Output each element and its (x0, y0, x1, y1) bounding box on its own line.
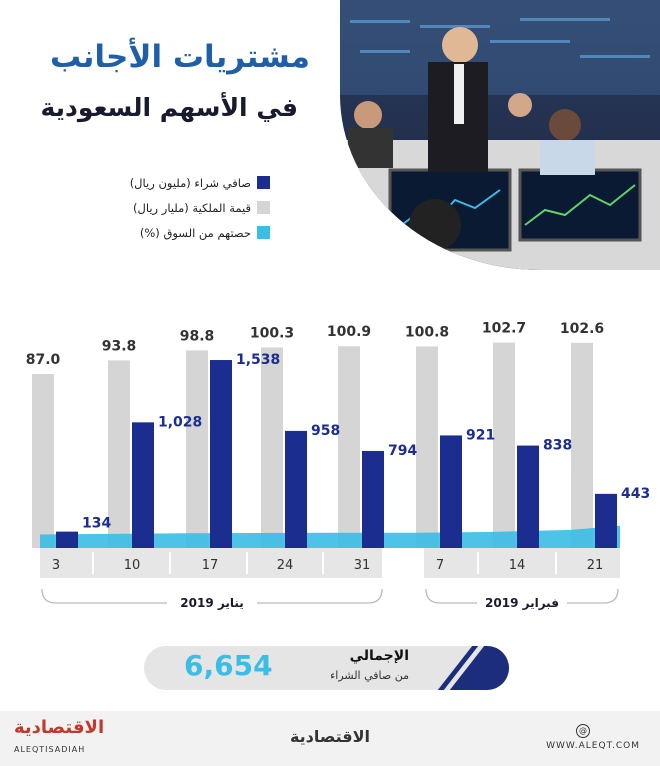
ownership-bar (261, 347, 283, 548)
x-tick-label: 31 (354, 558, 371, 573)
total-value: 6,654 (184, 649, 273, 682)
net-purchase-bar (56, 531, 78, 548)
ownership-value-label: 98.8 (180, 328, 215, 344)
x-tick-label: 17 (202, 558, 219, 573)
brand-logo-center: الاقتصادية (289, 727, 371, 746)
net-purchase-bar (362, 450, 384, 548)
chart-title: مشتريات الأجانب (49, 39, 310, 75)
february-group-bracket-left (425, 588, 477, 604)
net-purchase-value-label: 443 (621, 486, 650, 502)
net-purchase-bar (132, 422, 154, 548)
january-group-bracket-right (257, 588, 383, 604)
legend-label: صافي شراء (مليون ريال) (129, 175, 251, 190)
net-purchase-value-label: 794 (388, 443, 417, 459)
legend-item-market-share: حصتهم من السوق (%) (90, 220, 270, 245)
ownership-bar (108, 360, 130, 548)
legend-label: قيمة الملكية (مليار ريال) (133, 200, 251, 215)
total-sublabel: من صافي الشراء (330, 669, 409, 682)
net-purchase-bar (595, 493, 617, 548)
net-purchase-value-label: 1,538 (236, 352, 280, 368)
ownership-bar (416, 346, 438, 548)
total-box: 6,654 الإجمالي من صافي الشراء (144, 646, 509, 690)
axis-strip-january (40, 548, 382, 578)
ownership-value-label: 87.0 (26, 352, 61, 368)
ownership-value-label: 102.7 (482, 321, 526, 337)
ownership-bar (32, 374, 54, 548)
x-tick-label: 14 (509, 558, 526, 573)
february-group-label: فبراير 2019 (485, 596, 559, 610)
legend-swatch-gray (257, 201, 270, 214)
net-purchase-bar (285, 430, 307, 548)
ownership-value-label: 93.8 (102, 338, 137, 354)
trading-floor-illustration (340, 0, 660, 270)
website-url[interactable]: WWW.ALEQT.COM (546, 741, 640, 751)
legend: صافي شراء (مليون ريال) قيمة الملكية (ملي… (90, 170, 270, 245)
ownership-bar (571, 342, 593, 548)
at-icon: @ (576, 724, 590, 738)
bar-chart: 87.0 93.8 98.8 100.3 100.9 100.8 102.7 102.6 134… (26, 321, 651, 610)
total-label: الإجمالي (349, 648, 409, 664)
ownership-bar (493, 342, 515, 548)
ownership-value-label: 100.3 (250, 325, 294, 341)
footer: الاقتصادية ALEQTISADIAH الاقتصادية @ WWW… (0, 711, 660, 766)
x-tick-label: 3 (52, 558, 60, 573)
ownership-bar (186, 350, 208, 548)
x-tick-label: 21 (587, 558, 604, 573)
january-group-bracket-left (41, 588, 167, 604)
legend-item-net-purchase: صافي شراء (مليون ريال) (90, 170, 270, 195)
x-tick-label: 7 (436, 558, 444, 573)
february-group-bracket-right (567, 588, 619, 604)
net-purchase-value-label: 958 (311, 423, 340, 439)
net-purchase-bar (210, 360, 232, 548)
brand-logo-latin: ALEQTISADIAH (14, 745, 86, 754)
net-purchase-value-label: 838 (543, 438, 572, 454)
axis-strip-february (424, 548, 620, 578)
market-share-area (32, 525, 620, 548)
ownership-value-label: 102.6 (560, 321, 604, 337)
net-purchase-bar (517, 445, 539, 548)
legend-swatch-cyan (257, 226, 270, 239)
net-purchase-value-label: 1,028 (158, 414, 202, 430)
net-purchase-value-label: 921 (466, 427, 495, 443)
x-tick-label: 10 (124, 558, 141, 573)
trading-floor-photo (340, 0, 660, 270)
legend-label: حصتهم من السوق (%) (139, 225, 251, 240)
chart-subtitle: في الأسهم السعودية (40, 93, 298, 122)
legend-swatch-navy (257, 176, 270, 189)
ownership-value-label: 100.8 (405, 324, 449, 340)
ownership-bar (338, 346, 360, 548)
january-group-label: يناير 2019 (180, 596, 243, 610)
brand-logo-left: الاقتصادية (14, 717, 105, 738)
net-purchase-value-label: 134 (82, 516, 111, 532)
net-purchase-bar (440, 435, 462, 548)
x-tick-label: 24 (277, 558, 294, 573)
legend-item-ownership: قيمة الملكية (مليار ريال) (90, 195, 270, 220)
ownership-value-label: 100.9 (327, 324, 371, 340)
